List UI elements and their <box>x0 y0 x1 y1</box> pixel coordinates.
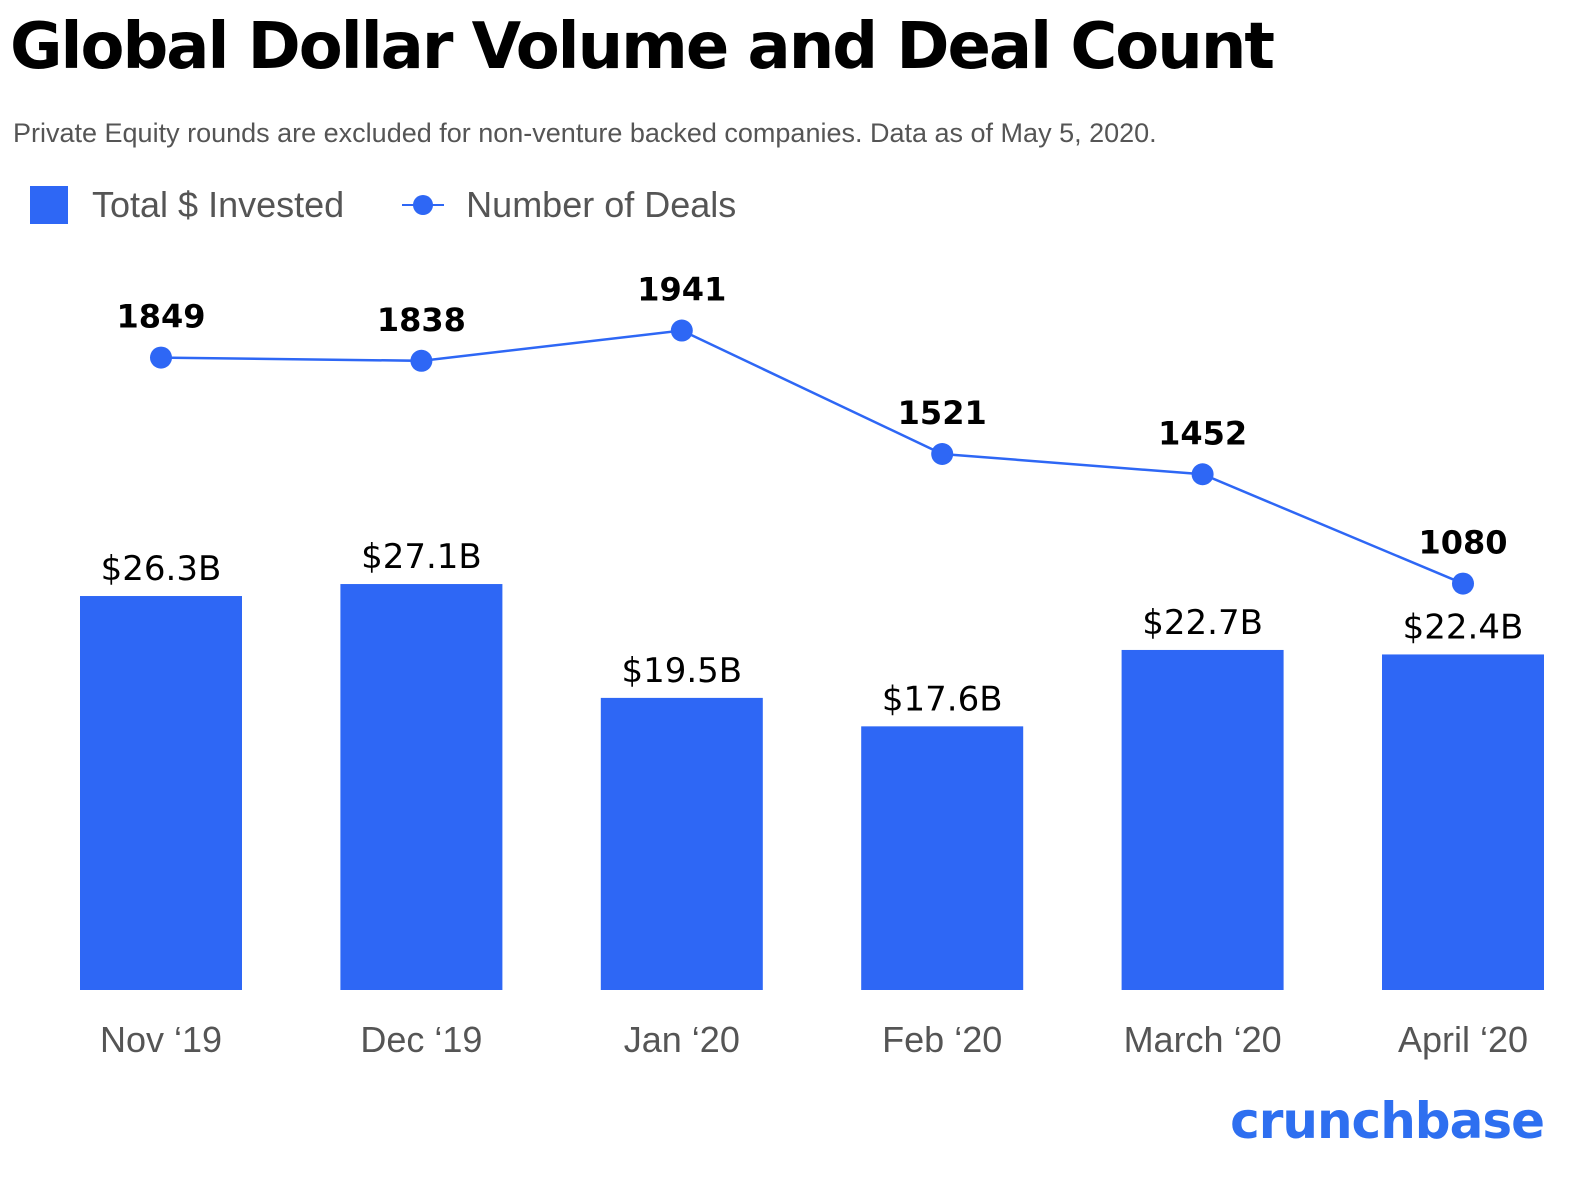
x-tick-label: Nov ‘19 <box>100 1019 222 1060</box>
legend-line-label: Number of Deals <box>466 184 737 225</box>
deals-point <box>1452 572 1474 595</box>
bar <box>340 584 503 990</box>
crunchbase-logo: crunchbase <box>1230 1092 1545 1150</box>
bar <box>80 596 242 990</box>
deals-value-label: 1521 <box>898 394 987 432</box>
bar <box>600 697 763 990</box>
chart-title: Global Dollar Volume and Deal Count <box>10 10 1275 84</box>
bar-value-label: $26.3B <box>101 549 222 589</box>
deals-value-label: 1941 <box>637 271 726 309</box>
deals-point <box>670 319 693 342</box>
deals-point <box>1191 463 1214 486</box>
x-tick-label: April ‘20 <box>1398 1019 1528 1060</box>
deals-point <box>931 442 954 465</box>
bar-value-label: $17.6B <box>882 679 1003 719</box>
deals-point <box>410 349 433 372</box>
bar-value-label: $22.4B <box>1403 607 1524 647</box>
deals-value-label: 1080 <box>1418 524 1507 562</box>
x-tick-label: Dec ‘19 <box>360 1019 482 1060</box>
deals-line <box>160 329 1464 585</box>
x-tick-label: March ‘20 <box>1124 1019 1282 1060</box>
bar-value-label: $19.5B <box>621 651 742 691</box>
deals-value-label: 1838 <box>377 301 466 339</box>
legend-bar-label: Total $ Invested <box>92 184 345 225</box>
x-tick-label: Jan ‘20 <box>624 1019 740 1060</box>
legend-bar-swatch <box>30 186 68 224</box>
deals-value-label: 1452 <box>1158 414 1247 452</box>
chart-subtitle: Private Equity rounds are excluded for n… <box>13 118 1157 148</box>
x-tick-label: Feb ‘20 <box>882 1019 1002 1060</box>
deals-point <box>150 346 172 369</box>
legend: Total $ Invested Number of Deals <box>30 184 736 226</box>
legend-line-swatch <box>402 186 445 224</box>
deals-value-label: 1849 <box>116 298 205 336</box>
bar <box>1121 649 1284 990</box>
bar <box>861 726 1024 990</box>
bar-value-label: $22.7B <box>1142 603 1263 643</box>
bar-value-label: $27.1B <box>361 537 482 577</box>
bar <box>1382 654 1544 990</box>
